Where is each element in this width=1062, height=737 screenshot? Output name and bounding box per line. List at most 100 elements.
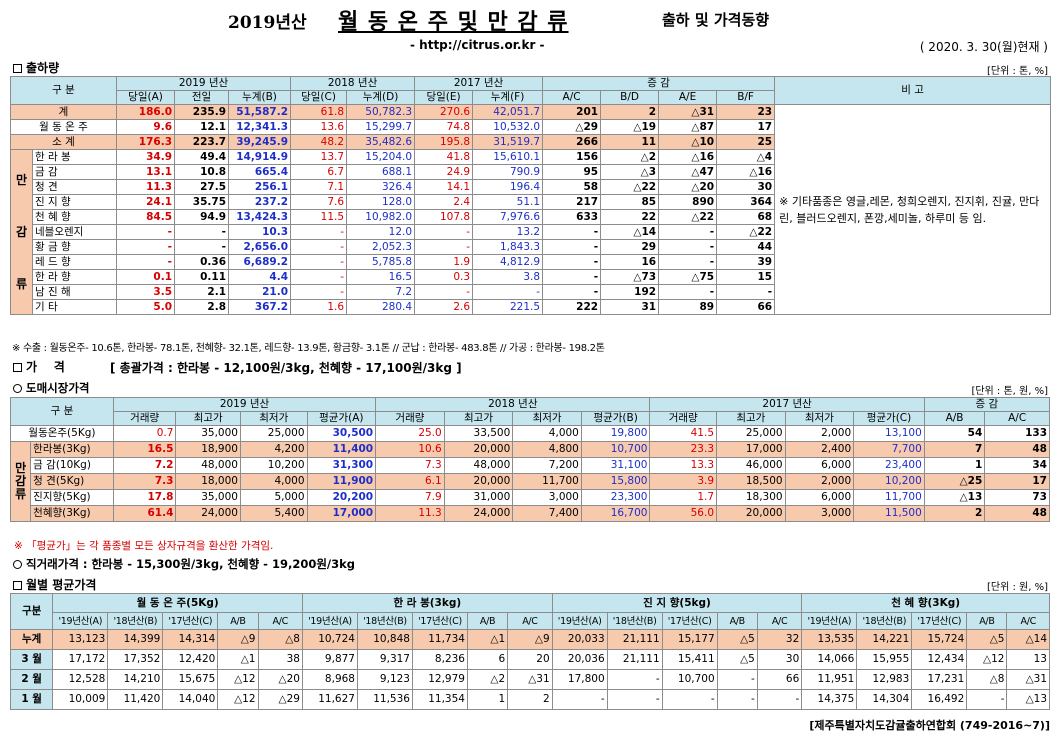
table-cell: 10,200 [239,457,308,474]
table-cell: 13.3 [649,457,718,474]
table-cell: 3.9 [649,473,718,490]
table-cell: 10.6 [375,441,445,458]
table-row: 네블오렌지 - -10.3-12.0-13.2- △14- △22 [11,224,1051,240]
col-d: 누계(D) [346,90,416,105]
col-subheader: A/B [466,612,509,630]
col-subheader: A/B [217,612,259,630]
circle-bullet-icon [13,384,22,393]
col-max: 최고가 [175,411,241,426]
table-cell: 13.2 [472,224,544,240]
table-cell: 9.6 [116,119,176,135]
table-row: 천혜향(3Kg) 61.4 24,000 5,400 17,000 11.3 24,000 7… [11,505,1050,522]
col-e: 당일(E) [414,90,474,105]
table-row: 금 감(10Kg) 7.2 48,000 10,200 31,300 7.3 48,000 7… [11,457,1050,474]
col-subheader: '17년산(C) [162,612,219,630]
table-cell: 14,066 [801,649,858,670]
table-cell: 280.4 [346,299,416,315]
row-label: 1 월 [9,689,54,710]
table-cell: 0.36 [174,254,230,270]
table-cell: - [290,284,348,300]
table-cell: - [414,284,474,300]
table-cell: 31,000 [443,489,514,506]
table-cell: 5,785.8 [346,254,416,270]
table-cell: 18,300 [716,489,786,506]
row-label: 2 월 [9,669,54,690]
footer-source: [제주특별자치도감귤출하연합회 (749-2016~7)] [809,719,1050,732]
table-cell: 12,341.3 [228,119,292,135]
side-char: 만 [15,461,27,475]
col-gubun: 구분 [9,593,54,630]
table-cell: 11,354 [411,689,468,710]
col-subheader: '17년산(C) [661,612,718,630]
table-cell: 17,172 [52,649,109,670]
table-cell: 14,221 [856,629,913,650]
table-cell: 25 [716,134,776,150]
table-cell: 24.9 [414,164,474,180]
table-cell: 15 [716,269,776,285]
table-cell: 15,610.1 [472,149,544,165]
monthly-price-table: 구분 월 동 온 주(5Kg) 한 라 봉(3kg) 진 지 향(5kg) 천 … [9,593,1050,710]
table-cell: 10,982.0 [346,209,416,225]
table-cell: 19,800 [580,425,651,442]
table-cell: - [658,224,718,240]
remark-text: ※ 기타품종은 영글,레몬, 청희오렌지, 진지휘, 진귤, 만다린, 블러드오… [779,194,1040,225]
table-cell: 7.2 [346,284,416,300]
table-cell: 665.4 [228,164,292,180]
table-cell: 27.5 [174,179,230,195]
table-cell: - [966,689,1008,710]
table-cell: 10,200 [853,473,925,490]
table-cell: 0.11 [174,269,230,285]
table-cell: 17 [984,473,1050,490]
table-cell: 133 [984,425,1050,442]
table-cell: 11 [600,134,660,150]
table-cell: 2,400 [784,441,855,458]
table-cell: 16,492 [911,689,968,710]
table-cell: 15,955 [856,649,913,670]
table-cell: △5 [716,649,758,670]
table-cell: 0.3 [414,269,474,285]
col-subheader: '19년산(A) [801,612,858,630]
table-cell: 24.1 [116,194,176,210]
table-cell: 11,700 [512,473,582,490]
col-b: 누계(B) [228,90,292,105]
table-cell: 10,532.0 [472,119,544,135]
table-cell: 16,700 [580,505,651,522]
market-title: 도매시장가격 [13,380,89,396]
table-cell: △8 [257,629,303,650]
table-cell: 10.8 [174,164,230,180]
table-cell: 42,051.7 [472,104,544,120]
table-cell: 94.9 [174,209,230,225]
table-cell: 20,200 [306,489,377,506]
table-row: 1 월 10,009 11,420 14,040 △12 △29 11,627 11,536 1… [9,689,1050,710]
col-subheader: '18년산(B) [856,612,913,630]
col-a: 당일(A) [116,90,176,105]
table-cell: 30 [716,179,776,195]
table-cell: 13,100 [853,425,925,442]
table-cell: 790.9 [472,164,544,180]
col-vol: 거래량 [649,411,718,426]
site-url[interactable]: - http://citrus.or.kr - [410,38,545,52]
monthly-unit: [단위 : 원, %] [987,582,1048,593]
table-cell: 54 [923,425,986,442]
table-cell: 29 [600,239,660,255]
table-cell: △8 [966,669,1008,690]
table-cell: △2 [600,149,660,165]
row-label: 금 감 [31,164,118,180]
table-cell: 1.6 [290,299,348,315]
price-section-title: 가 격 [13,358,65,375]
table-cell: 20,000 [716,505,786,522]
col-c: 당일(C) [290,90,348,105]
table-cell: 7.3 [112,473,177,490]
table-cell: 21.0 [228,284,292,300]
table-cell: 95 [542,164,602,180]
table-cell: 15,299.7 [346,119,416,135]
table-cell: △29 [257,689,303,710]
table-cell: 7 [923,441,986,458]
table-cell: 7.3 [375,457,445,474]
table-row: 진 지 향 24.1 35.75 237.2 7.6 128.0 2.4 51.1 217 85 8… [11,194,1051,210]
col-gubun: 구 분 [9,76,118,105]
table-cell: 10,700 [661,669,718,690]
table-row: 청 견 11.3 27.5 256.1 7.1 326.4 14.1 196.4 58 △22 △2… [11,179,1051,195]
table-cell: 15,675 [162,669,219,690]
group-cheonhyehyang: 천 혜 향(3Kg) [801,593,1050,613]
